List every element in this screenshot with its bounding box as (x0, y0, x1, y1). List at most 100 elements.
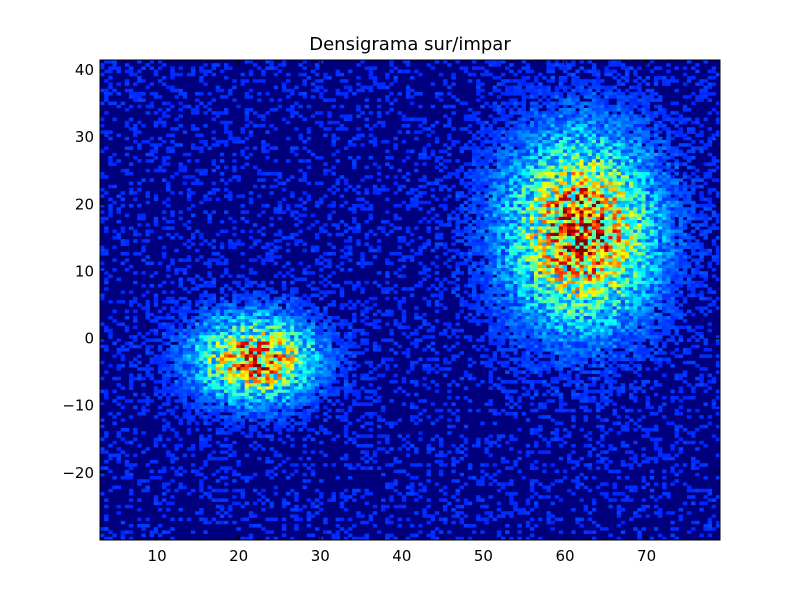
density-cell (331, 152, 336, 157)
density-cell (484, 255, 489, 259)
density-cell (319, 95, 324, 99)
density-cell (240, 79, 245, 83)
density-cell (376, 424, 382, 429)
density-cell (343, 373, 349, 378)
density-cell (323, 98, 328, 102)
density-cell (319, 322, 324, 326)
density-cell (405, 204, 411, 208)
density-cell (385, 309, 390, 314)
density-cell (269, 412, 274, 416)
density-cell (162, 332, 167, 336)
density-cell (162, 383, 167, 387)
density-cell (273, 351, 279, 355)
density-cell (162, 210, 167, 214)
density-cell (310, 357, 316, 362)
density-cell (252, 332, 258, 336)
density-cell (294, 514, 299, 518)
density-cell (203, 354, 208, 358)
density-cell (248, 357, 254, 362)
density-cell (405, 207, 411, 211)
density-cell (281, 402, 287, 406)
density-cell (467, 312, 473, 317)
density-cell (244, 296, 250, 301)
density-cell (257, 300, 262, 304)
density-cell (207, 396, 212, 400)
density-cell (252, 223, 258, 227)
density-cell (232, 364, 237, 368)
density-cell (186, 258, 192, 262)
density-cell (207, 360, 212, 365)
density-cell (360, 402, 365, 406)
density-cell (339, 261, 345, 266)
density-cell (207, 258, 212, 262)
density-cell (215, 306, 221, 310)
density-cell (343, 360, 349, 365)
density-cell (269, 316, 274, 320)
density-cell (467, 216, 473, 221)
density-cell (364, 376, 369, 381)
density-cell (108, 332, 113, 336)
density-cell (120, 242, 126, 246)
density-cell (199, 309, 204, 314)
density-cell (182, 367, 188, 371)
density-cell (290, 373, 295, 378)
density-cell (120, 168, 126, 173)
density-cell (352, 431, 357, 435)
density-cell (203, 415, 208, 419)
density-cell (298, 351, 303, 355)
density-cell (290, 316, 295, 320)
density-cell (472, 136, 477, 141)
density-cell (137, 120, 142, 125)
density-cell (145, 312, 150, 317)
density-cell (244, 367, 250, 371)
density-cell (343, 239, 349, 243)
density-cell (186, 360, 192, 365)
density-cell (149, 82, 155, 86)
density-cell (219, 402, 225, 406)
density-cell (447, 418, 452, 422)
density-cell (100, 220, 105, 224)
density-cell (496, 88, 502, 93)
density-cell (257, 124, 262, 128)
density-cell (360, 434, 365, 438)
density-cell (281, 63, 287, 67)
density-cell (281, 386, 287, 390)
density-cell (488, 200, 493, 205)
density-cell (430, 284, 436, 288)
density-cell (203, 476, 208, 480)
density-cell (207, 354, 212, 358)
density-cell (170, 66, 175, 70)
density-cell (265, 338, 270, 342)
density-cell (170, 392, 175, 397)
density-cell (484, 162, 489, 166)
density-cell (273, 415, 279, 419)
density-cell (170, 220, 175, 224)
density-cell (162, 101, 167, 106)
density-cell (128, 383, 134, 387)
density-cell (298, 168, 303, 173)
density-cell (269, 434, 274, 438)
density-cell (281, 319, 287, 323)
density-cell (182, 338, 188, 342)
density-cell (348, 156, 353, 160)
density-cell (331, 364, 336, 368)
density-cell (137, 303, 142, 307)
density-cell (467, 408, 473, 413)
density-cell (166, 386, 171, 390)
density-cell (265, 252, 270, 256)
density-cell (385, 517, 390, 522)
density-cell (422, 364, 427, 368)
density-cell (360, 456, 365, 461)
density-cell (252, 392, 258, 397)
density-cell (372, 184, 378, 189)
density-cell (405, 335, 411, 339)
density-cell (488, 255, 493, 259)
density-cell (157, 469, 163, 474)
density-cell (430, 514, 436, 518)
density-cell (252, 447, 258, 451)
density-cell (277, 341, 283, 346)
density-cell (314, 261, 320, 266)
density-cell (182, 181, 188, 186)
density-cell (364, 389, 369, 394)
density-cell (298, 239, 303, 243)
